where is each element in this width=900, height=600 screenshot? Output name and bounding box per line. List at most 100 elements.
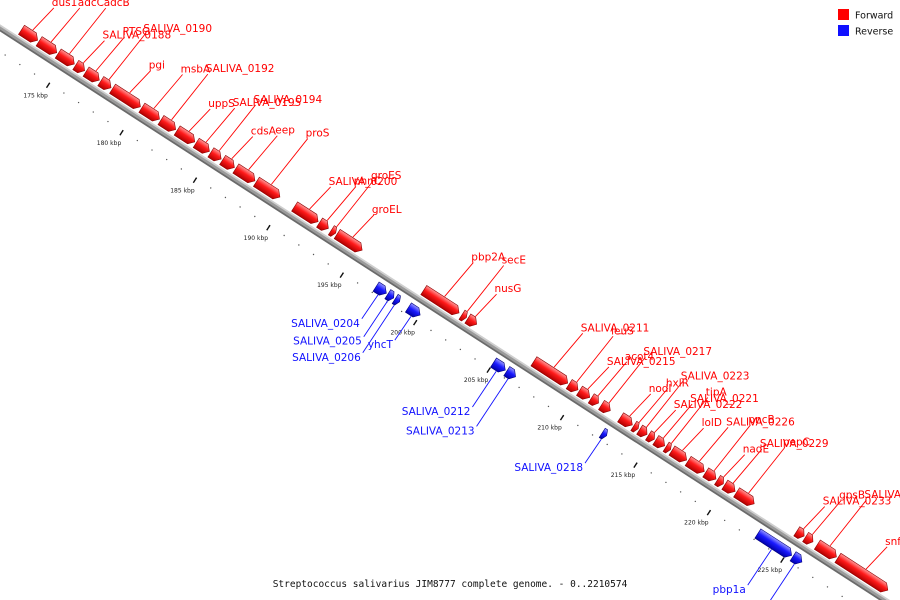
gene-arrow[interactable]: [253, 176, 282, 201]
gene-label-adcc[interactable]: adcC: [78, 0, 104, 9]
gene-msba[interactable]: [138, 102, 163, 124]
gene-nusg[interactable]: [464, 313, 480, 329]
gene-arrow[interactable]: [207, 147, 224, 164]
gene-label-yhct[interactable]: yhcT: [368, 339, 394, 351]
gene-label-msba[interactable]: msbA: [181, 64, 211, 76]
gene-label-pbp2a[interactable]: pbp2A: [471, 252, 506, 264]
gene-saliva-0226[interactable]: [684, 456, 707, 476]
gene-arrow[interactable]: [834, 552, 891, 595]
gene-yhct[interactable]: [404, 302, 423, 320]
gene-arrow[interactable]: [219, 154, 238, 172]
gene-dus1[interactable]: [18, 24, 40, 45]
gene-label-saliva-0212[interactable]: SALIVA_0212: [402, 406, 471, 418]
gene-label-nade[interactable]: nadE: [743, 444, 769, 456]
gene-arrow[interactable]: [754, 528, 795, 560]
gene-nodi[interactable]: [617, 412, 636, 430]
gene-saliva-0194[interactable]: [207, 147, 224, 164]
gene-arrow[interactable]: [503, 366, 519, 382]
gene-arrow[interactable]: [530, 356, 571, 388]
gene-groes[interactable]: [327, 225, 338, 238]
gene-arrow[interactable]: [327, 225, 338, 238]
gene-label-groes[interactable]: groES: [371, 170, 402, 182]
gene-saliva-0233[interactable]: [793, 526, 807, 541]
gene-label-saliva-0217[interactable]: SALIVA_0217: [643, 346, 712, 358]
gene-arrow[interactable]: [18, 24, 40, 45]
gene-arrow[interactable]: [458, 309, 469, 322]
gene-arrow[interactable]: [420, 285, 462, 317]
gene-arrow[interactable]: [733, 487, 758, 509]
gene-arrow[interactable]: [630, 420, 641, 433]
gene-saliva-0188[interactable]: [72, 59, 88, 75]
gene-leus[interactable]: [565, 379, 581, 394]
gene-saliva-0217[interactable]: [598, 399, 613, 415]
gene-arrow[interactable]: [72, 59, 88, 75]
gene-arrow[interactable]: [802, 531, 816, 546]
gene-arrow[interactable]: [333, 229, 365, 254]
gene-label-saliva-0206[interactable]: SALIVA_0206: [292, 352, 361, 364]
gene-label-saliva-0235[interactable]: SALIVA_0235: [864, 489, 900, 501]
gene-pncb[interactable]: [702, 467, 719, 484]
gene-saliva-0206[interactable]: [391, 293, 402, 306]
gene-saliva-0223[interactable]: [636, 424, 650, 439]
gene-saliva-0229[interactable]: [721, 479, 738, 496]
gene-label-lold[interactable]: lolD: [702, 417, 722, 429]
gene-label-adcb[interactable]: adcB: [104, 0, 130, 9]
gene-label-groel[interactable]: groEL: [372, 204, 402, 216]
gene-label-gpsb[interactable]: gpsB: [839, 489, 865, 501]
gene-label-saliva-0226[interactable]: SALIVA_0226: [726, 416, 795, 428]
gene-arrow[interactable]: [82, 66, 102, 85]
gene-label-saliva-0222[interactable]: SALIVA_0222: [674, 399, 743, 411]
gene-lold[interactable]: [668, 445, 690, 465]
gene-label-saliva-0195[interactable]: SALIVA_0195: [233, 97, 302, 109]
gene-arrow[interactable]: [109, 83, 144, 111]
gene-arrow[interactable]: [702, 467, 719, 484]
gene-arrow[interactable]: [652, 435, 668, 451]
gene-pbp2a[interactable]: [420, 285, 462, 317]
gene-phnc[interactable]: [316, 217, 332, 233]
gene-saliva-0222[interactable]: [645, 430, 657, 444]
gene-recu[interactable]: [789, 551, 805, 567]
gene-saliva-0218[interactable]: [598, 427, 609, 440]
gene-pepc[interactable]: [733, 487, 758, 509]
gene-label-saliva-0200[interactable]: SALIVA_0200: [329, 176, 398, 188]
gene-arrow[interactable]: [54, 48, 77, 69]
gene-arrow[interactable]: [391, 293, 402, 306]
gene-arrow[interactable]: [372, 281, 389, 298]
gene-saliva-0200[interactable]: [291, 201, 321, 226]
gene-pgi[interactable]: [109, 83, 144, 111]
gene-label-pncb[interactable]: pncB: [748, 414, 774, 426]
gene-label-sece[interactable]: secE: [502, 255, 526, 267]
gene-label-acot4[interactable]: acot4: [625, 351, 655, 363]
gene-saliva-0205[interactable]: [384, 289, 397, 303]
gene-label-saliva-0213[interactable]: SALIVA_0213: [406, 425, 475, 437]
gene-label-saliva-0221[interactable]: SALIVA_0221: [690, 393, 759, 405]
gene-label-saliva-0233[interactable]: SALIVA_0233: [823, 496, 892, 508]
gene-arrow[interactable]: [789, 551, 805, 567]
gene-label-phnc[interactable]: phnC: [354, 176, 381, 188]
gene-label-saliva-0223[interactable]: SALIVA_0223: [681, 370, 750, 382]
gene-hxlr[interactable]: [630, 420, 641, 433]
gene-arrow[interactable]: [684, 456, 707, 476]
gene-label-pbp1a[interactable]: pbp1a: [713, 584, 746, 596]
gene-saliva-0215[interactable]: [576, 385, 592, 402]
gene-arrow[interactable]: [490, 357, 509, 375]
gene-label-saliva-0204[interactable]: SALIVA_0204: [291, 318, 360, 330]
gene-arrow[interactable]: [813, 539, 839, 562]
gene-label-ptsg[interactable]: PTSG: [123, 26, 151, 38]
gene-arrow[interactable]: [35, 36, 60, 58]
gene-label-nodi[interactable]: nodI: [649, 383, 672, 395]
gene-label-eep[interactable]: eep: [275, 125, 295, 137]
gene-label-saliva-0229[interactable]: SALIVA_0229: [760, 438, 829, 450]
gene-saliva-0190[interactable]: [97, 76, 114, 93]
gene-acot4[interactable]: [587, 393, 601, 408]
gene-arrow[interactable]: [138, 102, 163, 124]
gene-arrow[interactable]: [157, 115, 179, 134]
gene-cdsa[interactable]: [219, 154, 238, 172]
gene-label-saliva-0192[interactable]: SALIVA_0192: [206, 63, 275, 75]
gene-saliva-0204[interactable]: [372, 281, 389, 298]
gene-label-pgi[interactable]: pgi: [149, 60, 165, 72]
gene-arrow[interactable]: [668, 445, 690, 465]
gene-arrow[interactable]: [464, 313, 480, 329]
gene-arrow[interactable]: [617, 412, 636, 430]
gene-arrow[interactable]: [587, 393, 601, 408]
